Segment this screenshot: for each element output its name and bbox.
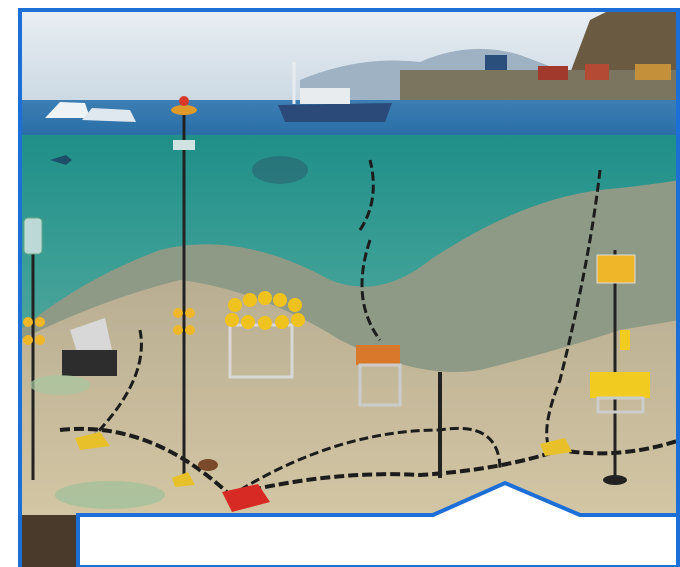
float <box>173 308 183 318</box>
coral <box>30 375 90 395</box>
fish-school <box>252 156 308 184</box>
scene <box>20 10 680 567</box>
rock <box>198 459 218 471</box>
float <box>241 315 255 329</box>
iceberg <box>82 108 136 122</box>
junction-frame <box>358 363 402 407</box>
float <box>225 313 239 327</box>
house <box>635 64 671 80</box>
node <box>75 432 110 450</box>
float <box>228 298 242 312</box>
coral <box>55 481 165 509</box>
float <box>35 335 45 345</box>
float <box>275 315 289 329</box>
house <box>538 66 568 80</box>
ship-cabin <box>300 88 350 104</box>
house <box>485 55 507 70</box>
float <box>273 293 287 307</box>
buoy-light <box>179 96 189 106</box>
float <box>35 317 45 327</box>
caption-panel <box>76 480 680 567</box>
anchor <box>603 475 627 485</box>
instrument-cage <box>596 254 636 284</box>
float <box>258 291 272 305</box>
frame-border <box>18 8 680 567</box>
float-ring <box>225 291 305 330</box>
float <box>173 325 183 335</box>
rov <box>590 372 650 398</box>
house <box>585 64 609 80</box>
instrument <box>23 217 43 255</box>
float <box>243 293 257 307</box>
float <box>288 298 302 312</box>
float <box>185 308 195 318</box>
float <box>185 325 195 335</box>
sediment-cross-section <box>20 515 80 567</box>
float <box>23 335 33 345</box>
float <box>258 316 272 330</box>
crawler-tracks <box>62 350 117 376</box>
surface-buoy <box>171 105 197 115</box>
fish <box>50 155 72 165</box>
float <box>291 313 305 327</box>
node <box>540 438 572 456</box>
main-node <box>222 484 270 512</box>
float <box>23 317 33 327</box>
node <box>172 472 195 487</box>
rov-float <box>620 330 630 350</box>
seabed-cable <box>59 426 680 498</box>
iceberg <box>45 102 90 118</box>
junction-box <box>356 345 400 365</box>
rov-frame <box>596 396 645 414</box>
instrument <box>173 140 195 150</box>
ship-hull <box>278 103 392 122</box>
cable <box>88 159 602 492</box>
